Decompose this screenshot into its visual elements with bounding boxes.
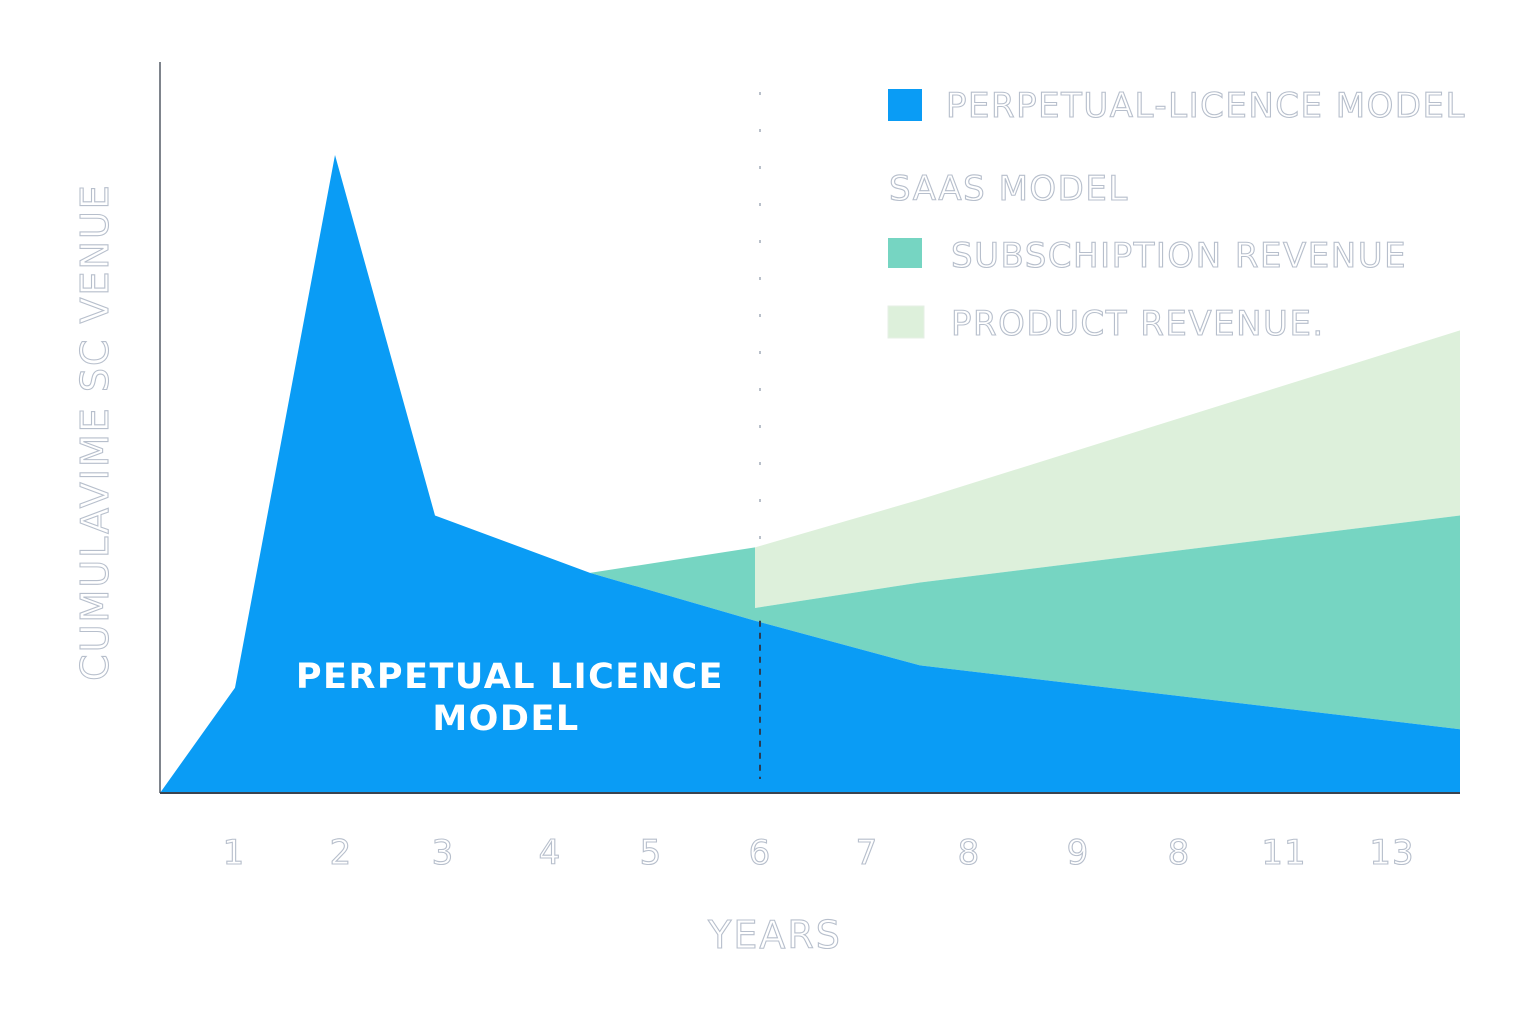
x-tick-label: 8 [958,833,981,873]
x-tick-label: 1 [223,833,246,873]
x-tick-label: 9 [1067,833,1090,873]
legend-swatch-product [887,305,925,339]
x-tick-label: 7 [856,833,879,873]
x-tick-label: 11 [1261,833,1306,873]
legend-label-perpetual: PERPETUAL-LICENCE MODEL [946,86,1466,126]
area-annotation-line-1: PERPETUAL LICENCE [296,657,724,697]
x-tick-label: 6 [749,833,772,873]
x-tick-label: 4 [539,833,562,873]
legend-swatch-subscription [888,238,922,268]
legend-header-saas: SAAS MODEL [889,169,1129,209]
y-axis-title: CUMULAVIME SC VENUE [73,183,117,681]
x-tick-labels: 1 2 3 4 5 6 7 8 9 8 11 13 [222,832,1414,873]
area-perpetual-licence [160,155,1460,793]
area-product-revenue [755,330,1460,608]
chart-areas [160,155,1460,793]
chart-axes [159,62,1460,794]
legend-label-subscription: SUBSCHIPTION REVENUE [951,236,1407,276]
x-tick-label: 3 [432,833,455,873]
x-tick-label: 5 [640,833,663,873]
legend: PERPETUAL-LICENCE MODEL SAAS MODEL SUBSC… [887,85,1466,345]
legend-swatch-perpetual [888,89,922,121]
legend-label-product: PRODUCT REVENUE. [951,304,1325,344]
x-axis-title: YEARS [707,913,842,957]
x-tick-label: 2 [330,833,353,873]
area-annotation-line-2: MODEL [432,699,579,739]
x-tick-label: 13 [1369,833,1414,873]
area-subscription-revenue [590,515,1460,730]
x-tick-label: 8 [1168,833,1191,873]
